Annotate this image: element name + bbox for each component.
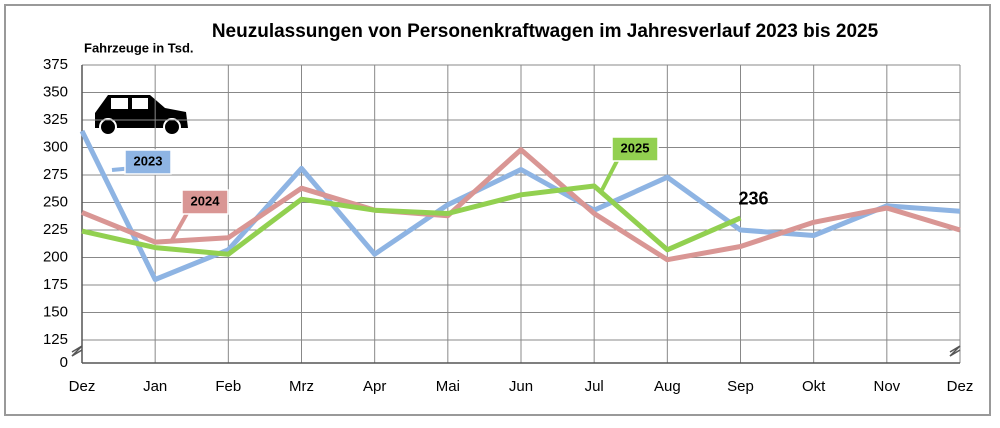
- y-tick-label: 125: [43, 331, 68, 348]
- x-tick-label: Jan: [143, 378, 167, 395]
- series-label-box: [181, 189, 229, 215]
- series-line: [79, 129, 961, 282]
- x-tick-label: Mrz: [289, 378, 314, 395]
- series-label-box: [124, 149, 172, 175]
- x-tick-label: Feb: [215, 378, 241, 395]
- y-tick-label: 0: [60, 354, 68, 371]
- x-tick-label: Jun: [509, 378, 533, 395]
- y-tick-label: 175: [43, 276, 68, 293]
- data-label: 236: [739, 189, 769, 209]
- x-tick-label: Nov: [873, 378, 900, 395]
- frame: [4, 4, 991, 416]
- y-tick-label: 325: [43, 111, 68, 128]
- y-tick-label: 250: [43, 193, 68, 210]
- y-tick-label: 150: [43, 303, 68, 320]
- series-line: [81, 183, 742, 257]
- x-tick-label: Mai: [436, 378, 460, 395]
- x-tick-label: Jul: [585, 378, 604, 395]
- y-tick-label: 375: [43, 56, 68, 73]
- y-tick-label: 200: [43, 248, 68, 265]
- x-tick-label: Dez: [947, 378, 974, 395]
- y-tick-label: 275: [43, 166, 68, 183]
- chart-title: Neuzulassungen von Personenkraftwagen im…: [212, 21, 879, 42]
- axis-break: [71, 345, 961, 357]
- y-tick-label: 225: [43, 221, 68, 238]
- y-tick-label: 300: [43, 138, 68, 155]
- series-label-box: [611, 136, 659, 162]
- x-tick-label: Apr: [363, 378, 386, 395]
- x-tick-label: Okt: [802, 378, 826, 395]
- series-line: [81, 147, 961, 263]
- x-tick-label: Sep: [727, 378, 754, 395]
- y-axis-label: Fahrzeuge in Tsd.: [84, 40, 194, 55]
- x-tick-label: Dez: [69, 378, 96, 395]
- legend-label: 2023: [134, 153, 163, 168]
- legend-label: 2024: [191, 193, 221, 208]
- legend-label: 2025: [621, 140, 650, 155]
- y-tick-label: 350: [43, 83, 68, 100]
- x-tick-label: Aug: [654, 378, 681, 395]
